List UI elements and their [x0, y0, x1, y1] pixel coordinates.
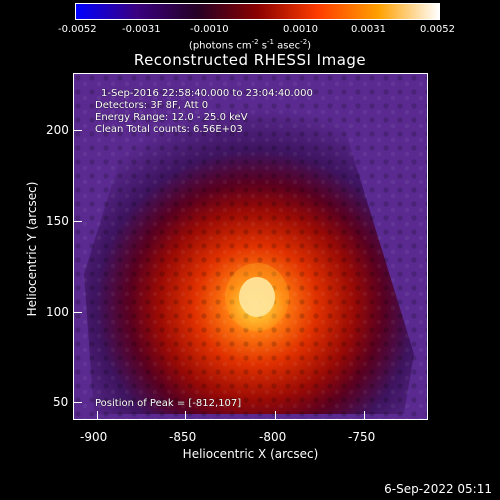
colorbar-tick-label: 0.0010	[283, 24, 318, 35]
x-tick-label: -850	[169, 430, 197, 444]
colorbar-units: (photons cm-2 s-1 asec-2)	[188, 38, 312, 52]
rhessi-image-frame: 1-Sep-2016 22:58:40.000 to 23:04:40.000 …	[73, 73, 428, 420]
x-tick-label: -750	[348, 430, 376, 444]
x-tick-label: -900	[80, 430, 108, 444]
x-axis-label: Heliocentric X (arcsec)	[182, 447, 319, 461]
y-tick-label: 200	[46, 123, 69, 137]
y-tick-label: 150	[46, 214, 69, 228]
y-tick-mark	[73, 130, 82, 131]
colorbar-tick-label: 0.0052	[420, 24, 455, 35]
y-tick-mark	[73, 312, 82, 313]
x-tick-mark	[275, 411, 276, 420]
plot-title: Reconstructed RHESSI Image	[133, 51, 367, 69]
y-tick-label: 50	[53, 395, 69, 409]
y-tick-mark	[73, 402, 82, 403]
colorbar	[75, 3, 440, 20]
annotation-peak-position: Position of Peak = [-812,107]	[95, 398, 242, 409]
x-tick-mark	[97, 411, 98, 420]
annotation-time-range: 1-Sep-2016 22:58:40.000 to 23:04:40.000	[101, 88, 313, 99]
rhessi-image	[74, 74, 427, 419]
y-tick-label: 100	[46, 305, 69, 319]
colorbar-tick-label: -0.0010	[190, 24, 229, 35]
colorbar-tick-label: -0.0052	[58, 24, 97, 35]
x-tick-mark	[364, 411, 365, 420]
colorbar-tick-label: -0.0031	[122, 24, 161, 35]
x-tick-mark	[185, 411, 186, 420]
annotation-clean-counts: Clean Total counts: 6.56E+03	[95, 124, 243, 135]
colorbar-tick-label: 0.0031	[351, 24, 386, 35]
footer-timestamp: 6-Sep-2022 05:11	[384, 482, 492, 496]
x-tick-label: -800	[259, 430, 287, 444]
annotation-detectors: Detectors: 3F 8F, Att 0	[95, 100, 209, 111]
y-axis-label: Heliocentric Y (arcsec)	[25, 181, 39, 317]
y-tick-mark	[73, 221, 82, 222]
annotation-energy-range: Energy Range: 12.0 - 25.0 keV	[95, 112, 248, 123]
